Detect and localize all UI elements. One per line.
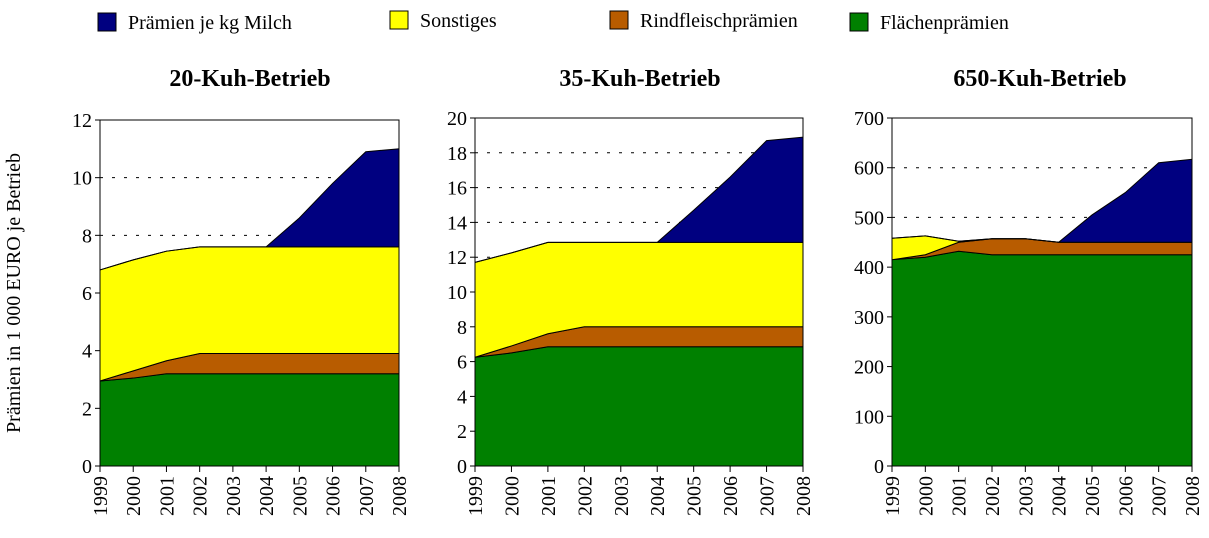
y-tick-label: 18 bbox=[447, 143, 467, 165]
y-tick-label: 400 bbox=[854, 257, 884, 279]
x-tick-label: 2000 bbox=[123, 476, 145, 516]
legend-swatch bbox=[97, 12, 117, 32]
y-tick-label: 20 bbox=[447, 108, 467, 130]
x-tick-label: 1999 bbox=[882, 476, 904, 516]
x-tick-label: 2007 bbox=[356, 476, 378, 516]
x-tick-label: 2008 bbox=[793, 476, 815, 516]
legend-label: Rindfleischprämien bbox=[640, 10, 798, 32]
legend-swatch bbox=[609, 10, 629, 30]
y-tick-label: 12 bbox=[72, 110, 92, 132]
chart-title: 20-Kuh-Betrieb bbox=[169, 66, 330, 92]
x-tick-label: 2003 bbox=[611, 476, 633, 516]
x-tick-label: 2006 bbox=[323, 476, 345, 516]
x-tick-label: 2000 bbox=[915, 476, 937, 516]
y-tick-label: 4 bbox=[82, 341, 92, 363]
x-tick-label: 2008 bbox=[389, 476, 411, 516]
x-tick-label: 2003 bbox=[223, 476, 245, 516]
y-tick-label: 10 bbox=[72, 168, 92, 190]
y-tick-label: 8 bbox=[457, 317, 467, 339]
y-tick-label: 700 bbox=[854, 108, 884, 130]
x-tick-label: 2005 bbox=[289, 476, 311, 516]
y-tick-label: 10 bbox=[447, 282, 467, 304]
x-tick-label: 2004 bbox=[1049, 476, 1071, 516]
x-tick-label: 2003 bbox=[1015, 476, 1037, 516]
y-tick-label: 6 bbox=[82, 283, 92, 305]
y-tick-label: 0 bbox=[457, 456, 467, 478]
chart-title: 650-Kuh-Betrieb bbox=[953, 66, 1126, 92]
y-tick-label: 500 bbox=[854, 207, 884, 229]
y-tick-label: 200 bbox=[854, 357, 884, 379]
x-tick-label: 2006 bbox=[1115, 476, 1137, 516]
legend-label: Prämien je kg Milch bbox=[128, 12, 292, 34]
plot-frame bbox=[891, 117, 1193, 467]
x-tick-label: 2002 bbox=[190, 476, 212, 516]
x-tick-label: 2005 bbox=[1082, 476, 1104, 516]
legend-label: Sonstiges bbox=[420, 10, 497, 32]
x-tick-label: 2004 bbox=[256, 476, 278, 516]
y-tick-label: 0 bbox=[82, 456, 92, 478]
y-tick-label: 2 bbox=[457, 421, 467, 443]
y-tick-label: 8 bbox=[82, 225, 92, 247]
y-axis-label: Prämien in 1 000 EURO je Betrieb bbox=[3, 153, 25, 433]
x-tick-label: 1999 bbox=[90, 476, 112, 516]
y-tick-label: 100 bbox=[854, 406, 884, 428]
y-tick-label: 4 bbox=[457, 386, 467, 408]
y-tick-label: 16 bbox=[447, 178, 467, 200]
x-tick-label: 2001 bbox=[538, 476, 560, 516]
x-tick-label: 2008 bbox=[1182, 476, 1204, 516]
x-tick-label: 2001 bbox=[949, 476, 971, 516]
y-tick-label: 12 bbox=[447, 247, 467, 269]
x-tick-label: 2000 bbox=[501, 476, 523, 516]
x-tick-label: 2007 bbox=[757, 476, 779, 516]
x-tick-label: 1999 bbox=[465, 476, 487, 516]
x-tick-label: 2007 bbox=[1149, 476, 1171, 516]
legend-swatch bbox=[849, 12, 869, 32]
plot-frame bbox=[99, 119, 400, 467]
x-tick-label: 2004 bbox=[647, 476, 669, 516]
x-tick-label: 2002 bbox=[574, 476, 596, 516]
area bbox=[891, 250, 1193, 467]
chart-title: 35-Kuh-Betrieb bbox=[559, 66, 720, 92]
legend-swatch bbox=[389, 10, 409, 30]
plot-frame bbox=[474, 117, 804, 467]
y-tick-label: 14 bbox=[447, 212, 467, 234]
y-tick-label: 2 bbox=[82, 398, 92, 420]
x-tick-label: 2002 bbox=[982, 476, 1004, 516]
y-tick-label: 6 bbox=[457, 352, 467, 374]
legend-label: Flächenprämien bbox=[880, 12, 1009, 34]
x-tick-label: 2006 bbox=[720, 476, 742, 516]
x-tick-label: 2001 bbox=[156, 476, 178, 516]
area bbox=[99, 373, 400, 467]
x-tick-label: 2005 bbox=[684, 476, 706, 516]
y-tick-label: 0 bbox=[874, 456, 884, 478]
y-tick-label: 600 bbox=[854, 158, 884, 180]
area bbox=[474, 346, 804, 467]
y-tick-label: 300 bbox=[854, 307, 884, 329]
